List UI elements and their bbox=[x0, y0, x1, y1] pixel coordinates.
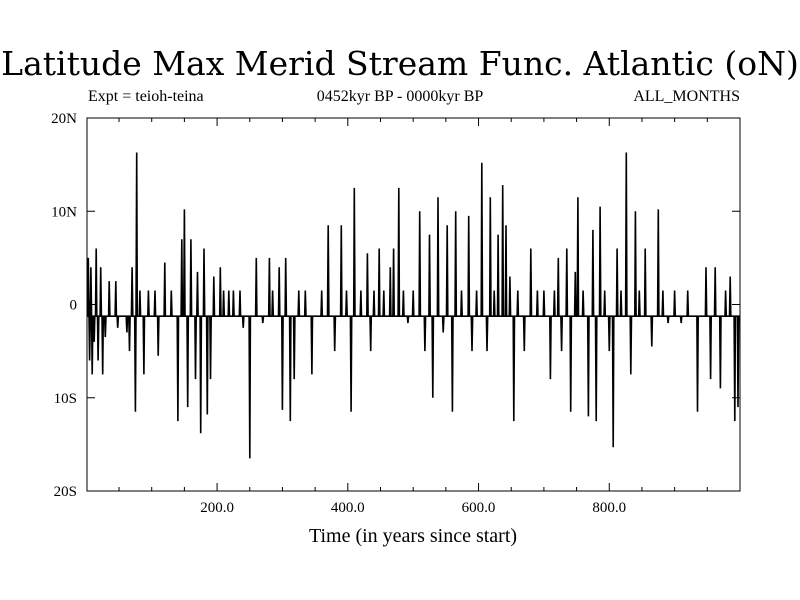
months-label: ALL_MONTHS bbox=[633, 88, 740, 105]
y-tick-label: 10S bbox=[54, 391, 77, 407]
x-axis-label: Time (in years since start) bbox=[309, 525, 517, 547]
y-tick-label: 0 bbox=[70, 298, 78, 314]
experiment-label: Expt = teioh-teina bbox=[88, 88, 204, 105]
y-tick-label: 20S bbox=[54, 484, 77, 500]
x-tick-label: 400.0 bbox=[331, 500, 365, 516]
chart-title: Latitude Max Merid Stream Func. Atlantic… bbox=[1, 44, 799, 83]
x-tick-label: 800.0 bbox=[592, 500, 626, 516]
series-line bbox=[86, 152, 740, 459]
x-tick-label: 600.0 bbox=[462, 500, 496, 516]
x-tick-label: 200.0 bbox=[200, 500, 234, 516]
y-tick-label: 10N bbox=[51, 204, 77, 220]
y-tick-label: 20N bbox=[51, 111, 77, 127]
time-range-label: 0452kyr BP - 0000kyr BP bbox=[316, 88, 484, 105]
